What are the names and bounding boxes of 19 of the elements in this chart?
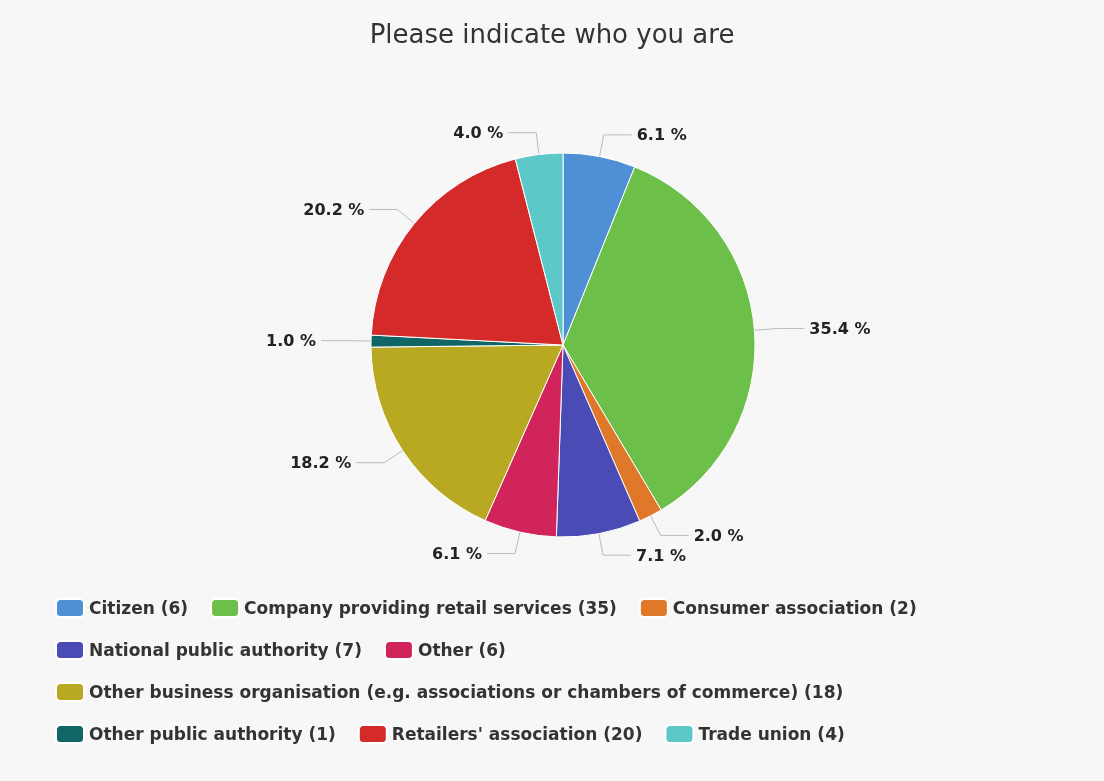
data-label: 1.0 % [266,331,317,351]
legend-label: Trade union (4) [698,724,845,744]
legend-label: National public authority (7) [89,640,362,660]
chart-title: Please indicate who you are [369,19,735,49]
legend-label: Retailers' association (20) [391,724,643,744]
data-label: 18.2 % [290,453,352,473]
legend-label: Other (6) [417,640,506,660]
legend-label: Other business organisation (e.g. associations or chambers of commerce) (18) [89,682,844,702]
data-label: 6.1 % [636,125,687,145]
legend-label: Other public authority (1) [89,724,336,744]
legend-label: Consumer association (2) [672,598,917,618]
data-label: 7.1 % [636,545,687,565]
data-label: 4.0 % [453,123,504,143]
legend-label: Company providing retail services (35) [244,598,617,618]
data-label: 2.0 % [693,525,744,545]
data-label: 20.2 % [303,199,365,219]
legend-label: Citizen (6) [89,598,189,618]
data-label: 6.1 % [432,544,483,564]
data-label: 35.4 % [809,319,871,339]
